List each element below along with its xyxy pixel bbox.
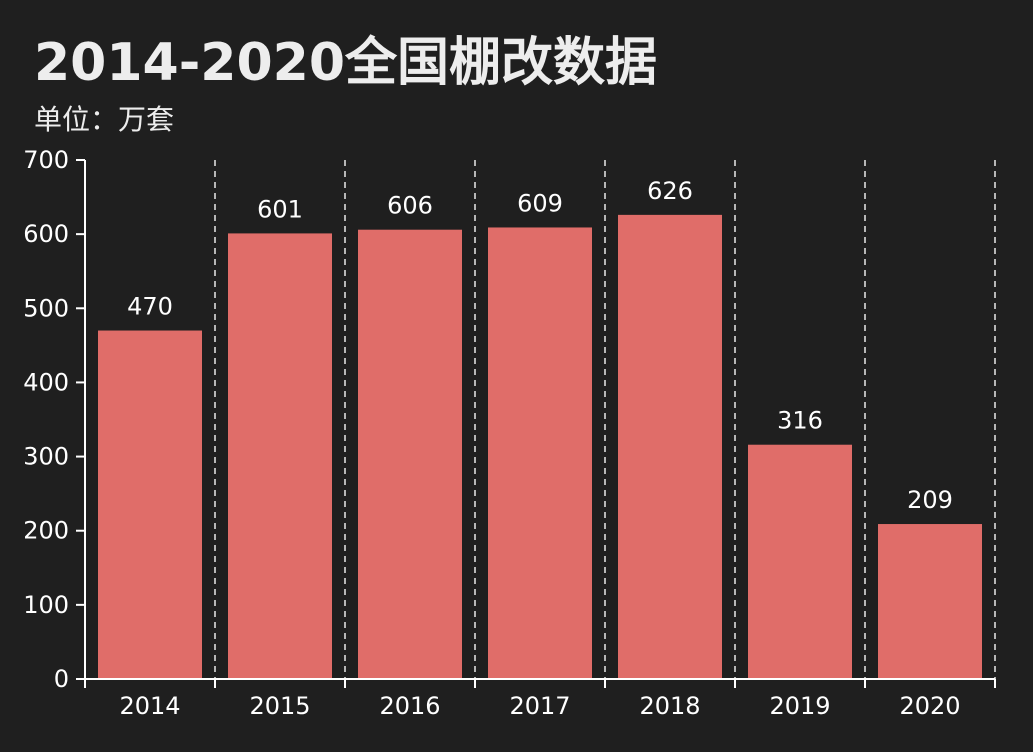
bar-2018 [618,214,722,679]
x-tick-label-2014: 2014 [119,692,180,720]
bar-2020 [878,524,982,679]
x-tick-label-2020: 2020 [899,692,960,720]
y-tick-label: 500 [23,294,69,322]
bar-layer [98,214,982,680]
bar-2014 [98,330,202,679]
bar-2016 [358,229,462,680]
bar-2017 [488,227,592,679]
x-tick-label-2019: 2019 [769,692,830,720]
chart-title: 2014-2020全国棚改数据 [34,33,658,93]
data-label-2016: 606 [387,192,433,220]
data-label-2014: 470 [127,293,173,321]
x-tick-label-2018: 2018 [639,692,700,720]
data-label-2019: 316 [777,407,823,435]
data-label-2017: 609 [517,189,563,217]
chart-subtitle: 单位：万套 [34,103,175,136]
grid-layer [214,160,996,679]
label-layer: 470 601 606 609 626 316 209 [127,177,953,514]
y-tick-label: 600 [23,220,69,248]
bar-2019 [748,444,852,679]
y-tick-label: 700 [23,146,69,174]
x-tick-label-2015: 2015 [249,692,310,720]
data-label-2020: 209 [907,486,953,514]
bar-2015 [228,233,332,679]
x-tick-label-2017: 2017 [509,692,570,720]
axis-layer: 0 100 200 300 400 500 600 700 2014 2015 2016 2017 20… [23,146,996,720]
y-tick-label: 200 [23,517,69,545]
data-label-2018: 626 [647,177,693,205]
x-tick-label-2016: 2016 [379,692,440,720]
y-tick-label: 0 [54,665,69,693]
y-tick-label: 300 [23,443,69,471]
y-tick-label: 100 [23,591,69,619]
data-label-2015: 601 [257,195,303,223]
y-tick-label: 400 [23,368,69,396]
